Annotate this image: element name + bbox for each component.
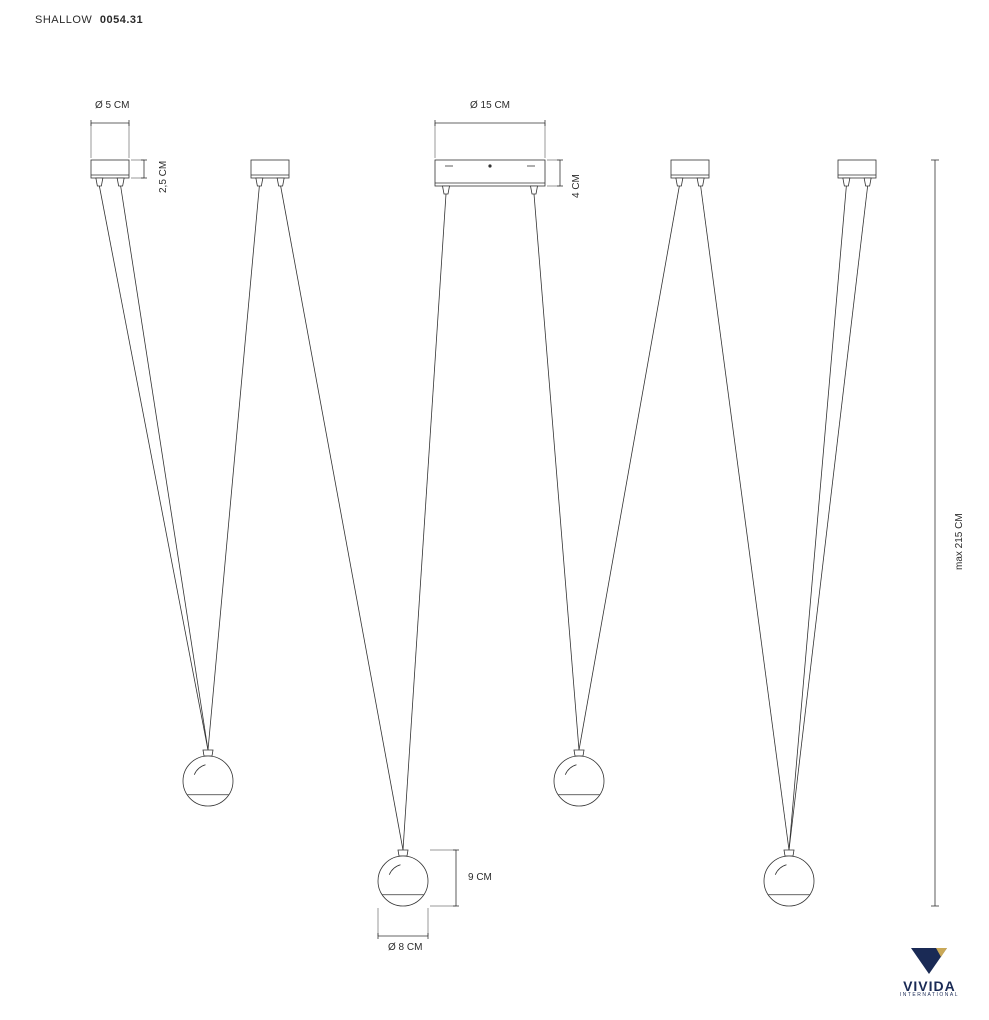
technical-drawing [0,0,989,1020]
dim-sphere-height: 9 CM [468,872,492,883]
dim-main-canopy-diameter: Ø 15 CM [470,100,510,111]
dim-small-canopy-height: 2,5 CM [158,161,169,193]
logo-mark-icon [907,946,951,976]
brand-logo: VIVIDA INTERNATIONAL [900,946,959,998]
logo-subtitle: INTERNATIONAL [900,992,959,998]
dim-sphere-diameter: Ø 8 CM [388,942,422,953]
dim-main-canopy-height: 4 CM [571,174,582,198]
dim-small-canopy-diameter: Ø 5 CM [95,100,129,111]
dim-max-drop: max 215 CM [954,513,965,570]
